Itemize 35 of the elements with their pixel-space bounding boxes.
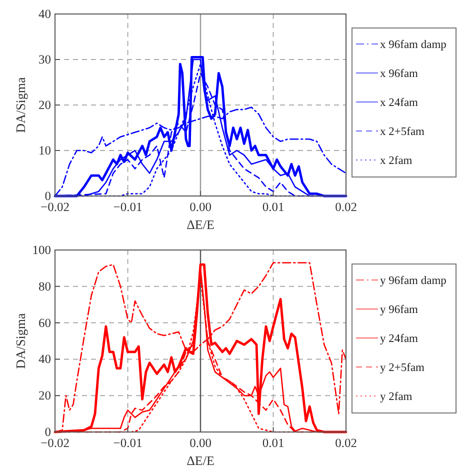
x-tick-label: −0.02 <box>40 200 70 214</box>
y-tick-label: 100 <box>32 243 51 257</box>
x-axis-title: ΔE/E <box>186 453 214 468</box>
x-tick-label: 0.01 <box>262 436 284 450</box>
y-tick-label: 30 <box>38 52 51 66</box>
legend-label: y 2fam <box>380 391 412 403</box>
y-axis-title: DA/Sigma <box>13 312 28 369</box>
y-tick-label: 10 <box>38 144 51 158</box>
y-tick-label: 20 <box>38 98 51 112</box>
legend-label: y 96fam <box>380 304 418 316</box>
y-axis-title: DA/Sigma <box>13 76 28 133</box>
legend-label: y 2+5fam <box>380 362 425 374</box>
x-tick-label: 0.02 <box>335 436 357 450</box>
x-tick-label: −0.01 <box>113 200 142 214</box>
legend-label: x 2fam <box>380 155 412 167</box>
y-tick-label: 0 <box>44 425 51 439</box>
y-tick-label: 60 <box>38 316 51 330</box>
y-tick-label: 40 <box>38 7 51 21</box>
y-tick-label: 20 <box>38 388 51 403</box>
x-tick-label: −0.02 <box>40 436 70 450</box>
y-tick-label: 0 <box>44 189 51 203</box>
legend-label: y 96fam damp <box>380 275 447 287</box>
x-tick-label: 0.00 <box>190 200 212 214</box>
x-tick-label: −0.01 <box>113 436 142 450</box>
x-tick-label: 0.00 <box>190 436 212 450</box>
y-tick-label: 80 <box>38 279 51 294</box>
legend-label: x 96fam <box>380 68 418 80</box>
x-tick-label: 0.01 <box>262 200 284 214</box>
legend-label: x 2+5fam <box>380 126 425 138</box>
x-tick-label: 0.02 <box>335 200 357 214</box>
x-axis-title: ΔE/E <box>186 217 214 232</box>
y-tick-label: 40 <box>38 352 51 366</box>
legend-label: x 96fam damp <box>380 39 447 51</box>
legend-label: x 24fam <box>380 97 418 109</box>
legend-label: y 24fam <box>380 333 418 345</box>
